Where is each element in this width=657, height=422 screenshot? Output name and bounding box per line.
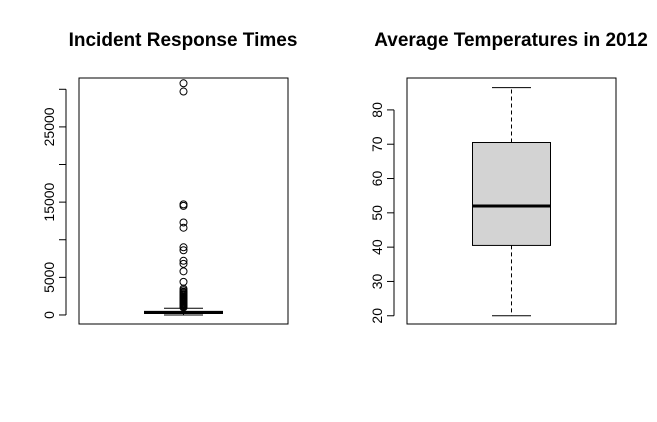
box-iqr	[472, 142, 551, 246]
y-tick-label: 60	[369, 171, 385, 187]
outlier-point	[179, 246, 188, 255]
outlier-point	[179, 87, 188, 96]
outlier-point	[179, 256, 188, 265]
y-tick-label: 5000	[41, 262, 57, 293]
outlier-point	[179, 79, 188, 88]
y-tick-label: 20	[369, 308, 385, 324]
y-tick-label: 15000	[41, 182, 57, 221]
outlier-point	[179, 218, 188, 227]
y-tick-label: 30	[369, 273, 385, 289]
outlier-point	[179, 259, 188, 268]
plot-frame	[78, 77, 289, 325]
chart-title: Average Temperatures in 2012	[374, 30, 648, 51]
outlier-point	[179, 277, 188, 286]
y-tick-label: 80	[369, 102, 385, 118]
average-temperature-panel: Average Temperatures in 2012 20 30 40 50 60 7…	[369, 30, 648, 325]
y-tick-label: 50	[369, 205, 385, 221]
outlier-point	[179, 200, 188, 209]
y-tick-label: 0	[41, 311, 57, 319]
y-tick-label: 25000	[41, 107, 57, 146]
plot-marks: 0 5000 15000 25000	[41, 79, 223, 319]
incident-response-panel: Incident Response Times 0 5000 15000 25000	[41, 30, 298, 325]
y-tick-label: 70	[369, 136, 385, 152]
plot-frame	[406, 77, 617, 325]
y-tick-label: 40	[369, 239, 385, 255]
outlier-point	[179, 243, 188, 252]
outlier-point	[179, 223, 188, 232]
plot-marks: 20 30 40 50 60 70 80	[369, 87, 551, 324]
chart-title: Incident Response Times	[69, 30, 298, 51]
outlier-point	[179, 267, 188, 276]
